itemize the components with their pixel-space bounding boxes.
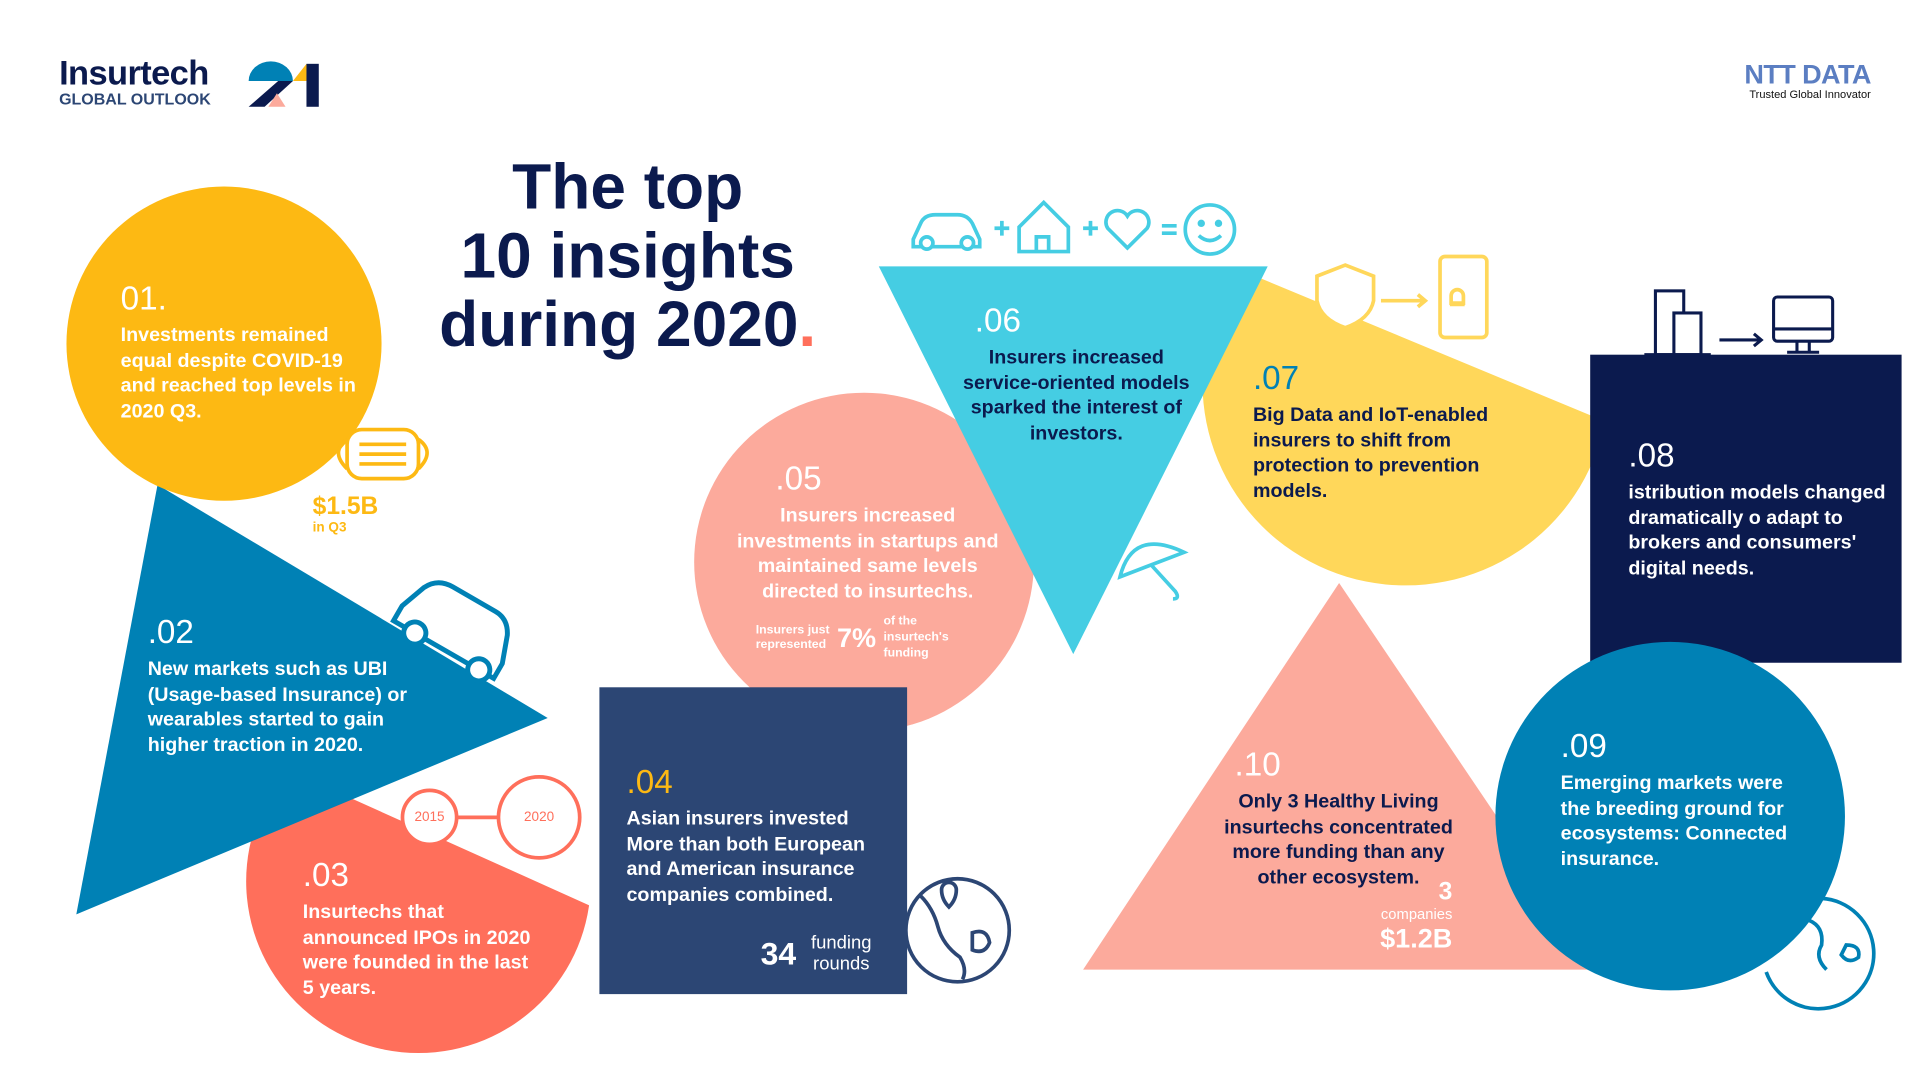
insight-06: .06 Insurers increased service-oriented m… [963, 301, 1190, 444]
insight-05-circle [694, 392, 1034, 732]
insight-03: .03 Insurtechs that announced IPOs in 202… [302, 856, 531, 999]
insight-07: .07 Big Data and IoT-enabled insurers to … [1252, 359, 1489, 502]
insight-08: .08 istribution models changed dramatical… [1628, 436, 1886, 579]
insight-08-rect [1590, 354, 1902, 663]
insurtech-logo: Insurtech GLOBAL OUTLOOK [59, 54, 211, 109]
insight-04-square [599, 687, 908, 995]
logo-21-mark [248, 61, 319, 107]
building-to-computer-icon [1644, 289, 1835, 357]
insight-01-stat: $1.5B in Q3 [312, 493, 379, 536]
insight-04: .04 Asian insurers invested More than bot… [626, 763, 865, 906]
umbrella-icon [1117, 542, 1189, 601]
insight-02: .02 New markets such as UBI (Usage-based … [147, 613, 408, 756]
insight-04-stat: 34 funding rounds [760, 932, 872, 975]
timeline-2020: 2020 [524, 810, 555, 825]
car-home-heart-smile-icon [911, 199, 1237, 256]
insight-09-circle [1495, 641, 1845, 991]
car-icon [390, 580, 510, 684]
insight-05: .05 Insurers increased investments in sta… [736, 460, 999, 602]
timeline-icon [400, 775, 582, 860]
insight-01-circle [66, 186, 382, 501]
globe-asia-icon [904, 876, 1012, 984]
insight-10-stat: 3 companies $1.2B [1380, 878, 1453, 954]
insight-06-triangle [878, 266, 1268, 655]
timeline-2015: 2015 [414, 810, 445, 825]
insight-05-stat: Insurers just represented 7% of the insurt… [755, 614, 949, 661]
shield-to-phone-icon [1315, 254, 1489, 340]
insight-02-triangle [76, 484, 548, 915]
globe-icon [1764, 896, 1876, 1011]
insight-01: 01. Investments remained equal despite CO… [120, 279, 356, 422]
insight-10: .10 Only 3 Healthy Living insurtechs conc… [1224, 746, 1453, 888]
ntt-data-logo: NTT DATA Trusted Global Innovator [1744, 58, 1871, 101]
insight-09: .09 Emerging markets were the breeding gr… [1560, 727, 1788, 870]
insight-10-triangle [1083, 582, 1601, 970]
face-mask-icon [336, 427, 429, 481]
page-title: The top 10 insights during 2020. [439, 152, 817, 361]
